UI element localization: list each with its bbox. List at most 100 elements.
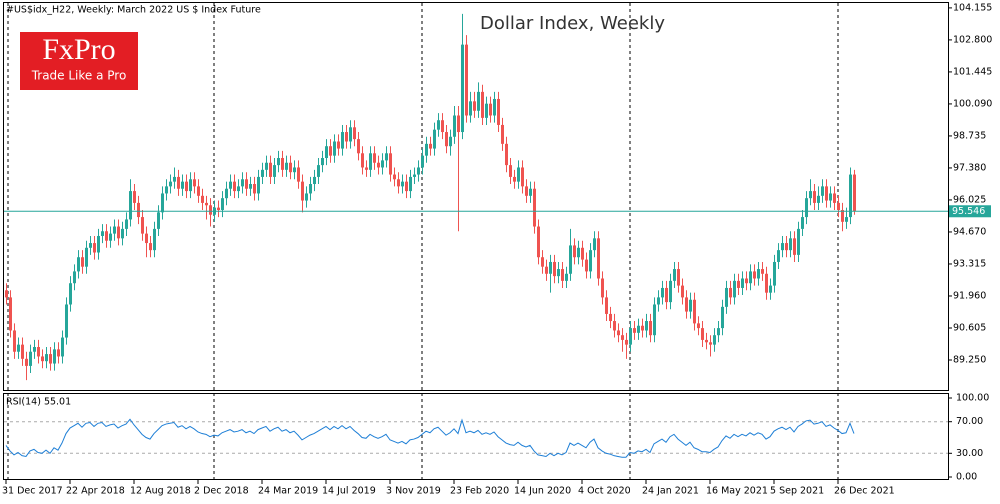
y-tick-label: 96.025 bbox=[953, 194, 986, 205]
candle-body bbox=[457, 115, 460, 133]
candle-body bbox=[777, 250, 780, 262]
candle-body bbox=[609, 313, 612, 322]
candle-body bbox=[781, 243, 784, 251]
candle-body bbox=[137, 202, 140, 218]
candle-body bbox=[381, 160, 384, 168]
candle-body bbox=[465, 44, 468, 116]
candle-body bbox=[421, 155, 424, 168]
candle-body bbox=[409, 176, 412, 192]
candle-body bbox=[605, 297, 608, 314]
candle-body bbox=[145, 233, 148, 244]
candle-body bbox=[581, 247, 584, 260]
candle-body bbox=[313, 176, 316, 185]
candle-body bbox=[153, 228, 156, 251]
candle-body bbox=[341, 132, 344, 149]
x-tick-label: 12 Aug 2018 bbox=[130, 486, 191, 497]
candle-body bbox=[625, 339, 628, 345]
candle-body bbox=[417, 167, 420, 175]
candle-body bbox=[433, 129, 436, 149]
x-tick-label: 16 May 2021 bbox=[706, 486, 768, 497]
candle-body bbox=[269, 162, 272, 177]
candle-body bbox=[297, 167, 300, 182]
candle-body bbox=[53, 349, 56, 364]
logo-tagline: Trade Like a Pro bbox=[31, 69, 127, 83]
candle-body bbox=[573, 245, 576, 258]
candle-body bbox=[353, 127, 356, 140]
rsi-y-tick-label: 100.00 bbox=[956, 393, 989, 404]
x-tick-label: 22 Apr 2018 bbox=[66, 486, 125, 497]
x-tick-label: 24 Jan 2021 bbox=[642, 486, 699, 497]
candle-body bbox=[9, 297, 12, 331]
y-tick-label: 100.090 bbox=[953, 98, 992, 109]
logo: FxPro Trade Like a Pro bbox=[20, 32, 138, 90]
candle-body bbox=[93, 243, 96, 253]
candle-body bbox=[701, 328, 704, 340]
candle-body bbox=[477, 91, 480, 111]
x-tick-label: 31 Dec 2017 bbox=[2, 486, 63, 497]
candle-body bbox=[665, 287, 668, 303]
price-label-box bbox=[949, 205, 991, 218]
candle-body bbox=[677, 269, 680, 286]
candle-body bbox=[637, 325, 640, 333]
y-tick-label: 89.250 bbox=[953, 354, 986, 365]
candle-body bbox=[709, 342, 712, 345]
candle-body bbox=[133, 191, 136, 203]
candle-body bbox=[473, 101, 476, 111]
candle-body bbox=[385, 153, 388, 161]
x-tick-label: 3 Nov 2019 bbox=[386, 486, 441, 497]
candle-body bbox=[21, 344, 24, 359]
candle-body bbox=[617, 330, 620, 336]
x-tick-label: 14 Jun 2020 bbox=[514, 486, 571, 497]
candle-body bbox=[193, 179, 196, 187]
candle-body bbox=[725, 287, 728, 307]
candle-body bbox=[713, 335, 716, 345]
candle-body bbox=[85, 247, 88, 267]
candle-body bbox=[469, 101, 472, 116]
chart-title: Dollar Index, Weekly bbox=[480, 13, 665, 34]
period-separators bbox=[7, 3, 839, 480]
candle-body bbox=[325, 146, 328, 159]
candle-body bbox=[693, 299, 696, 324]
candle-body bbox=[789, 238, 792, 251]
candle-body bbox=[445, 132, 448, 147]
candle-body bbox=[309, 184, 312, 194]
candle-body bbox=[833, 193, 836, 203]
candle-body bbox=[641, 325, 644, 331]
candle-body bbox=[401, 181, 404, 187]
x-tick-label: 2 Dec 2018 bbox=[194, 486, 249, 497]
x-tick-label: 5 Sep 2021 bbox=[770, 486, 824, 497]
candle-body bbox=[301, 181, 304, 201]
candle-body bbox=[5, 290, 8, 298]
candle-body bbox=[649, 321, 652, 336]
candle-body bbox=[61, 337, 64, 357]
candle-body bbox=[533, 188, 536, 227]
rsi-y-tick-label: 0.00 bbox=[956, 472, 977, 483]
candle-body bbox=[721, 306, 724, 329]
candle-body bbox=[345, 132, 348, 142]
candle-body bbox=[793, 238, 796, 255]
indicator-name: RSI(14) 55.01 bbox=[6, 397, 71, 408]
y-tick-label: 104.155 bbox=[953, 2, 992, 13]
candle-body bbox=[365, 167, 368, 170]
candle-body bbox=[125, 219, 128, 229]
candle-body bbox=[509, 165, 512, 177]
candle-body bbox=[765, 273, 768, 293]
candle-body bbox=[321, 158, 324, 166]
candle-body bbox=[629, 328, 632, 345]
candle-body bbox=[601, 278, 604, 298]
candle-body bbox=[217, 207, 220, 210]
candle-body bbox=[293, 167, 296, 173]
candle-body bbox=[497, 98, 500, 125]
candle-body bbox=[805, 198, 808, 218]
candle-body bbox=[361, 153, 364, 168]
candle-body bbox=[841, 209, 844, 222]
candle-body bbox=[105, 231, 108, 241]
candle-body bbox=[33, 347, 36, 352]
candle-body bbox=[845, 217, 848, 222]
candle-body bbox=[205, 202, 208, 206]
rsi-y-tick-label: 70.00 bbox=[956, 416, 983, 427]
candle-body bbox=[705, 339, 708, 343]
candle-body bbox=[237, 186, 240, 192]
candle-body bbox=[797, 228, 800, 255]
